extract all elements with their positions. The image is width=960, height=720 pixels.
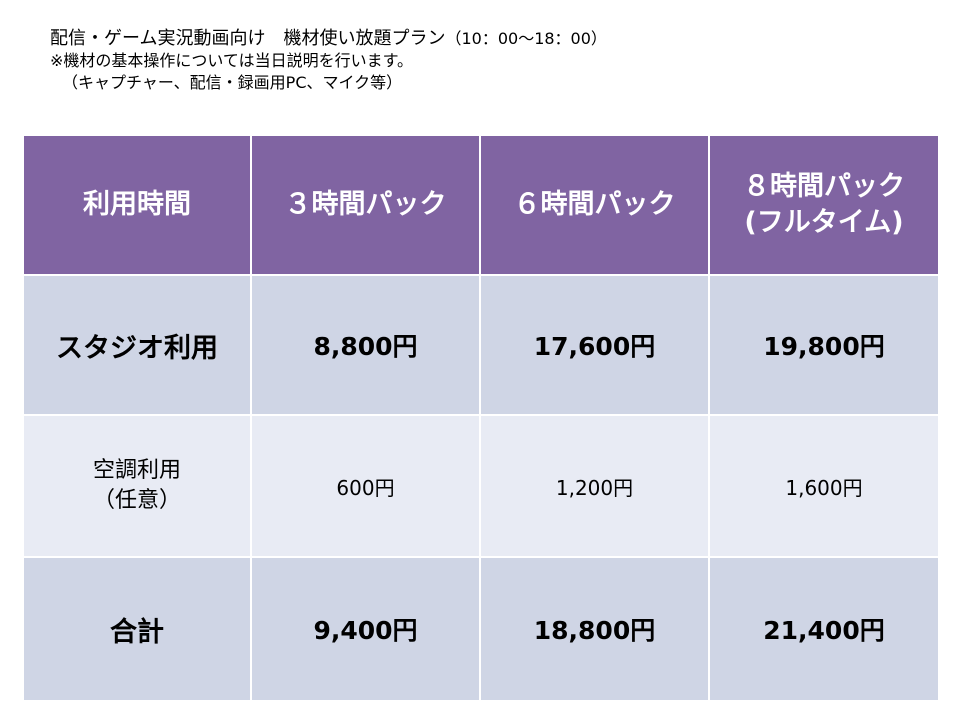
table-row-aircon: 空調利用 （任意） 600円 1,200円 1,600円 (22, 414, 940, 558)
header-pack-8h-label: ８時間パック (743, 171, 905, 202)
aircon-price-6h: 1,200円 (479, 414, 710, 558)
studio-price-6h: 17,600円 (479, 274, 710, 416)
header-pack-6h: ６時間パック (479, 134, 710, 276)
pricing-table: 利用時間 ３時間パック ６時間パック ８時間パック (フルタイム) スタジオ利用… (22, 134, 940, 702)
studio-price-8h: 19,800円 (708, 274, 940, 416)
table-header-row: 利用時間 ３時間パック ６時間パック ８時間パック (フルタイム) (22, 134, 940, 276)
total-price-6h: 18,800円 (479, 556, 710, 702)
aircon-price-3h: 600円 (250, 414, 481, 558)
header-pack-8h-fulltime: (フルタイム) (744, 207, 904, 238)
row-label-studio: スタジオ利用 (22, 274, 252, 416)
header-pack-8h: ８時間パック (フルタイム) (708, 134, 940, 276)
table-row-studio: スタジオ利用 8,800円 17,600円 19,800円 (22, 274, 940, 416)
table-row-total: 合計 9,400円 18,800円 21,400円 (22, 556, 940, 702)
total-price-8h: 21,400円 (708, 556, 940, 702)
total-price-3h: 9,400円 (250, 556, 481, 702)
aircon-label: 空調利用 (92, 458, 181, 483)
note-equipment: （キャプチャー、配信・録画用PC、マイク等） (62, 73, 403, 92)
row-label-total: 合計 (22, 556, 252, 702)
header-usage-time: 利用時間 (22, 134, 252, 276)
page-title: 配信・ゲーム実況動画向け 機材使い放題プラン（10：00〜18：00） (50, 28, 607, 50)
plan-hours: （10：00〜18：00） (445, 29, 607, 48)
page-header: 配信・ゲーム実況動画向け 機材使い放題プラン（10：00〜18：00） ※機材の… (50, 28, 607, 94)
studio-price-3h: 8,800円 (250, 274, 481, 416)
plan-title: 配信・ゲーム実況動画向け 機材使い放題プラン (50, 28, 446, 49)
aircon-price-8h: 1,600円 (708, 414, 940, 558)
row-label-aircon: 空調利用 （任意） (22, 414, 252, 558)
note-operation: ※機材の基本操作については当日説明を行います。 (50, 51, 414, 70)
aircon-optional: （任意） (92, 488, 181, 513)
header-pack-3h: ３時間パック (250, 134, 481, 276)
